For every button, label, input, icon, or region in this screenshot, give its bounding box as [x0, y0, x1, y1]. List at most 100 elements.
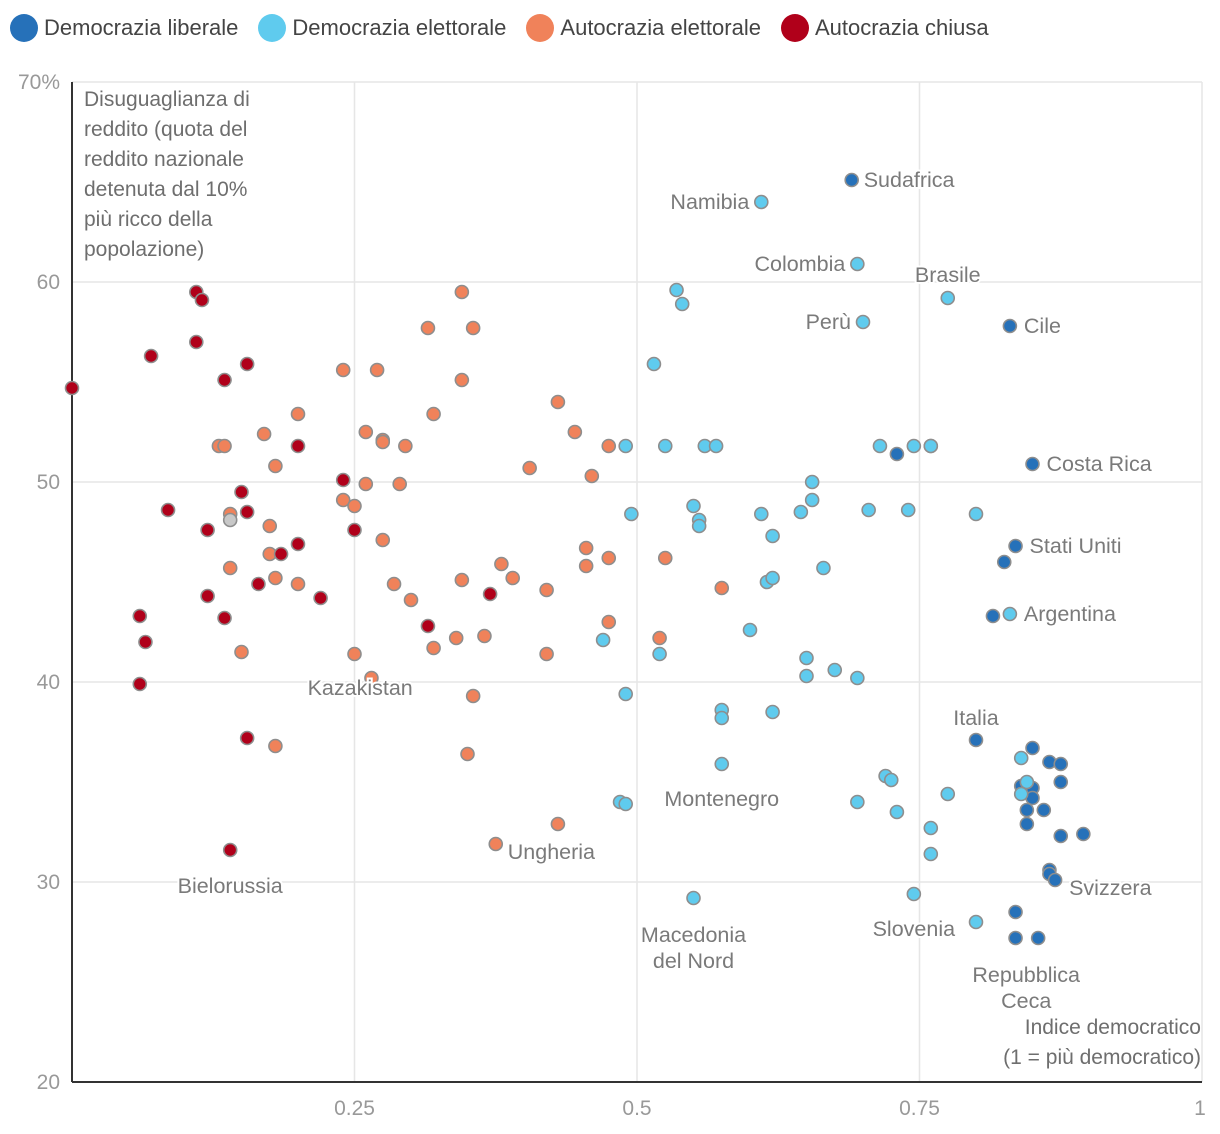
country-label: Montenegro — [664, 787, 779, 811]
data-point — [64, 380, 80, 396]
y-tick-label: 70% — [18, 71, 60, 94]
data-point — [753, 506, 769, 522]
chart-legend: Democrazia liberale Democrazia elettoral… — [10, 12, 1009, 44]
country-label: Ceca — [1001, 989, 1051, 1013]
data-point — [765, 704, 780, 720]
grid — [72, 81, 1203, 1082]
series-autocrazia-elettorale — [211, 284, 730, 852]
data-point — [753, 194, 769, 210]
legend-item-democrazia-liberale[interactable]: Democrazia liberale — [10, 14, 238, 42]
data-point — [222, 560, 238, 576]
data-point — [578, 540, 594, 556]
y-tick-label: 30 — [37, 871, 60, 894]
y-axis-label-line: Disuguaglianza di — [84, 88, 250, 111]
country-label: Bielorussia — [178, 874, 283, 898]
data-point — [335, 472, 351, 488]
data-point — [539, 582, 554, 598]
legend-swatch-icon — [780, 14, 809, 42]
country-label: del Nord — [653, 949, 734, 973]
country-label: Sudafrica — [864, 168, 955, 192]
x-axis-label: Indice democratico (1 = più democratico) — [1003, 1016, 1201, 1069]
series-democrazia-liberale — [844, 172, 1091, 946]
data-point — [595, 632, 611, 648]
y-axis-label-line: detenuta dal 10% — [84, 178, 247, 201]
data-point — [290, 406, 306, 422]
data-point — [239, 504, 255, 520]
data-point — [217, 438, 232, 454]
data-point — [398, 438, 413, 454]
data-point — [923, 438, 939, 454]
country-label: Colombia — [755, 252, 846, 276]
data-point — [358, 424, 374, 440]
data-point — [239, 356, 255, 372]
data-point — [1076, 826, 1091, 842]
data-point — [420, 618, 436, 634]
data-point — [765, 570, 780, 586]
data-point — [900, 502, 916, 518]
data-point — [669, 282, 684, 298]
data-point — [940, 290, 956, 306]
data-point — [347, 522, 362, 538]
data-point — [262, 518, 278, 534]
legend-label: Autocrazia elettorale — [560, 15, 761, 40]
data-point — [465, 688, 481, 704]
data-point — [268, 458, 283, 474]
legend-label: Autocrazia chiusa — [814, 15, 989, 40]
data-point — [375, 532, 391, 548]
legend-item-autocrazia-chiusa[interactable]: Autocrazia chiusa — [780, 14, 989, 42]
data-point — [872, 438, 888, 454]
data-point — [652, 630, 667, 646]
data-point — [251, 576, 266, 592]
country-label: Stati Uniti — [1030, 534, 1122, 558]
x-tick-label: 0.25 — [334, 1097, 375, 1120]
data-point — [850, 670, 865, 686]
legend-label: Democrazia elettorale — [292, 15, 507, 40]
data-point — [804, 474, 820, 490]
data-point — [522, 460, 537, 476]
data-point — [1030, 930, 1046, 946]
data-point — [335, 362, 351, 378]
data-point — [985, 608, 1001, 624]
country-label: Macedonia — [641, 923, 746, 947]
x-axis-label-line: Indice democratico — [1025, 1016, 1201, 1039]
data-point — [708, 438, 724, 454]
axes: 20 30 40 50 60 70% 0.25 0.5 0.75 1 — [18, 71, 1206, 1120]
data-point — [1008, 538, 1023, 554]
data-point — [505, 570, 521, 586]
legend-item-autocrazia-elettorale[interactable]: Autocrazia elettorale — [526, 14, 761, 42]
data-point — [1047, 872, 1063, 888]
data-point — [217, 610, 232, 626]
data-point — [364, 670, 379, 686]
y-axis-label-line: reddito nazionale — [84, 148, 244, 171]
data-point — [923, 820, 939, 836]
data-point — [1008, 930, 1023, 946]
data-point — [714, 710, 730, 726]
legend-swatch-icon — [10, 14, 38, 42]
y-axis-label-line: reddito (quota del — [84, 118, 247, 141]
legend-item-democrazia-elettorale[interactable]: Democrazia elettorale — [258, 14, 506, 42]
data-point — [143, 348, 159, 364]
data-point — [618, 796, 634, 812]
data-point — [691, 518, 707, 534]
data-point — [290, 536, 306, 552]
data-point — [923, 846, 939, 862]
data-point — [850, 794, 865, 810]
data-point — [618, 438, 634, 454]
data-point — [1053, 756, 1069, 772]
series-democrazia-elettorale — [595, 194, 1035, 930]
data-point — [217, 372, 232, 388]
data-point — [1025, 456, 1040, 472]
data-points — [64, 172, 1091, 946]
country-label: Repubblica — [972, 963, 1080, 987]
x-tick-label: 0.5 — [622, 1097, 651, 1120]
data-point — [222, 842, 238, 858]
data-point — [850, 256, 865, 272]
country-label: Ungheria — [508, 840, 595, 864]
data-point — [742, 622, 758, 638]
data-point — [1002, 606, 1018, 622]
data-point — [996, 554, 1012, 570]
data-point — [358, 476, 374, 492]
x-tick-label: 0.75 — [899, 1097, 940, 1120]
data-point — [460, 746, 475, 762]
